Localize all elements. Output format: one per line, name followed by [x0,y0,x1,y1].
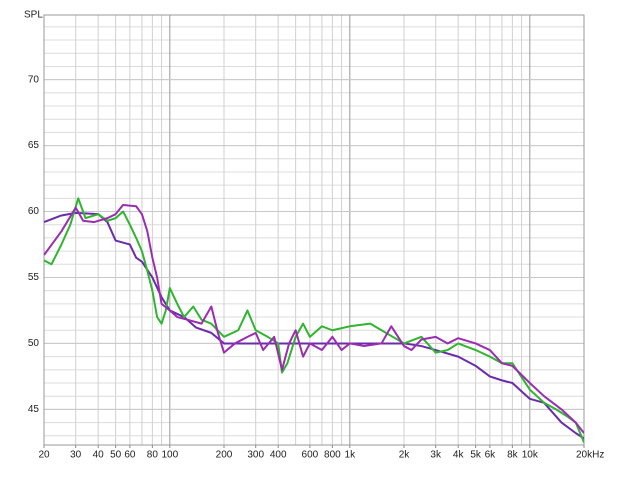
x-tick-label: 4k [453,450,465,461]
series-line [44,211,584,440]
y-axis-label: SPL [24,10,43,21]
x-tick-label: 80 [147,450,159,461]
plot-frame [43,14,585,446]
x-tick-label: 6k [485,450,497,461]
x-tick-label: 5k [470,450,482,461]
series-line [44,203,584,434]
x-tick-label: 30 [70,450,82,461]
x-tick-label: 50 [110,450,122,461]
y-tick-label: 50 [28,338,40,349]
y-tick-label: 60 [28,206,40,217]
x-tick-label: 40 [93,450,105,461]
y-tick-label: 55 [28,272,40,283]
x-tick-label: 20 [38,450,50,461]
x-tick-label: 600 [302,450,319,461]
x-tick-label: 2k [399,450,411,461]
x-tick-label: 20kHz [576,450,604,461]
x-tick-label: 400 [270,450,287,461]
x-tick-label: 300 [247,450,264,461]
y-tick-label: 45 [28,404,40,415]
x-tick-label: 1k [345,450,357,461]
x-tick-label: 800 [324,450,341,461]
x-tick-label: 200 [216,450,233,461]
x-tick-label: 100 [161,450,178,461]
y-tick-label: 65 [28,140,40,151]
x-tick-label: 8k [507,450,519,461]
y-tick-label: 70 [28,74,40,85]
x-tick-label: 60 [124,450,136,461]
x-tick-label: 3k [430,450,442,461]
x-tick-label: 10k [522,450,539,461]
series-line [44,197,584,443]
